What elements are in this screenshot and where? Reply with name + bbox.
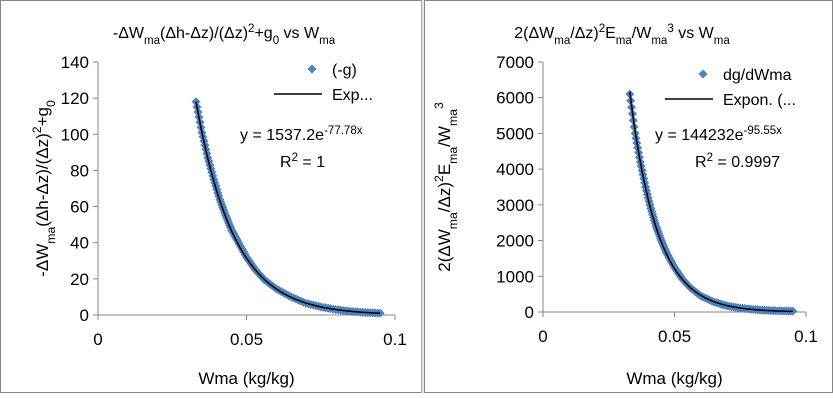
y-axis-label-part: -ΔW [33, 244, 52, 277]
y-axis-label-part: ma [446, 109, 460, 126]
y-tick-label: 140 [61, 53, 89, 72]
chart-title-part: /W [632, 25, 652, 42]
chart-title-part: ma [616, 35, 633, 47]
chart-2-frame [424, 0, 833, 393]
y-axis-label-part: E [435, 164, 454, 175]
y-axis-label-part: /Δz) [435, 182, 454, 212]
y-tick-label: 120 [61, 89, 89, 108]
x-tick-label: 0.1 [794, 327, 818, 346]
y-axis-label-part: 2(ΔW [435, 229, 454, 272]
chart-title-part: ma [554, 35, 571, 47]
y-axis-label: 2(ΔWma/Δz)2Ema/Wma3 [432, 102, 460, 272]
y-tick-label: 20 [70, 270, 89, 289]
chart-1-frame [0, 0, 422, 393]
x-axis-label: Wma (kg/kg) [626, 369, 722, 388]
y-axis-label-part: ma [446, 147, 460, 164]
y-axis-label-part: 2 [30, 126, 44, 133]
trendline [195, 101, 381, 315]
trendline-annotation-part: = 1 [298, 154, 325, 171]
trendline-annotation-part: y = 144232e [655, 127, 744, 144]
y-axis-label-part: +g [33, 107, 52, 126]
chart-title-part: ma [144, 35, 161, 47]
chart-title-part: 2 [248, 23, 254, 35]
y-tick-label: 0 [525, 303, 534, 322]
trendline-annotation-part: 2 [707, 152, 713, 164]
y-axis-label-part: /W [435, 126, 454, 147]
trendline-annotation-part: 2 [292, 152, 298, 164]
y-tick-label: 0 [80, 306, 89, 325]
chart-title-part: ma [714, 35, 731, 47]
chart-title-part: ma [651, 35, 668, 47]
x-tick-label: 0 [93, 330, 102, 349]
chart-title-part: vs W [279, 25, 320, 42]
x-tick-label: 0 [538, 327, 547, 346]
y-axis-label-part: 3 [432, 102, 446, 109]
y-tick-label: 7000 [496, 53, 534, 72]
trendline-annotation: R2 = 0.9997 [695, 152, 780, 171]
chart-title-part: 2(ΔW [514, 25, 555, 42]
y-axis-label-part: (Δh-Δz)/(Δz) [33, 133, 52, 227]
y-axis-label: -ΔWma(Δh-Δz)/(Δz)2+g0 [30, 100, 58, 277]
trendline-annotation: y = 144232e-95.55x [655, 125, 782, 144]
y-axis-label-part: ma [44, 227, 58, 244]
y-tick-label: 100 [61, 125, 89, 144]
legend-marker [698, 69, 708, 79]
trendline-annotation-part: y = 1537.2e [240, 127, 324, 144]
x-tick-label: 0.1 [383, 330, 407, 349]
legend-marker [307, 64, 317, 74]
y-tick-label: 40 [70, 234, 89, 253]
x-axis-label: Wma (kg/kg) [198, 369, 294, 388]
y-tick-label: 1000 [496, 267, 534, 286]
y-tick-label: 6000 [496, 89, 534, 108]
chart-title-part: /Δz) [570, 25, 598, 42]
trendline-annotation-part: R [695, 154, 707, 171]
chart-title: -ΔWma(Δh-Δz)/(Δz)2+g0 vs Wma [113, 23, 336, 47]
trendline [629, 91, 793, 313]
chart-title-part: (Δh-Δz)/(Δz) [160, 25, 248, 42]
chart-title-part: E [605, 25, 616, 42]
trendline-annotation-part: R [280, 154, 292, 171]
y-tick-label: 60 [70, 198, 89, 217]
legend-label: (-g) [332, 62, 357, 79]
chart-title-part: 0 [273, 35, 279, 47]
chart-title: 2(ΔWma/Δz)2Ema/Wma3 vs Wma [514, 23, 730, 47]
x-tick-label: 0.05 [230, 330, 263, 349]
chart-1: -ΔWma(Δh-Δz)/(Δz)2+g0 vs Wma020406080100… [30, 23, 407, 388]
x-tick-label: 0.05 [658, 327, 691, 346]
trendline-annotation-part: -95.55x [744, 125, 783, 137]
chart-2: 2(ΔWma/Δz)2Ema/Wma3 vs Wma01000200030004… [432, 23, 818, 388]
trendline-annotation: y = 1537.2e-77.78x [240, 125, 363, 144]
legend-label: Exp... [332, 87, 373, 104]
y-tick-label: 80 [70, 161, 89, 180]
trendline-annotation-part: -77.78x [324, 125, 363, 137]
chart-title-part: 2 [599, 23, 605, 35]
legend-label: Expon. (... [723, 92, 796, 109]
y-axis-label-part: 0 [44, 100, 58, 107]
y-tick-label: 5000 [496, 124, 534, 143]
chart-title-part: vs W [674, 25, 715, 42]
trendline-annotation: R2 = 1 [280, 152, 325, 171]
chart-title-part: 3 [667, 23, 673, 35]
trendline-annotation-part: = 0.9997 [713, 154, 780, 171]
chart-title-part: -ΔW [113, 25, 145, 42]
chart-title-part: ma [319, 35, 336, 47]
chart-title-part: +g [254, 25, 272, 42]
y-tick-label: 4000 [496, 160, 534, 179]
y-tick-label: 2000 [496, 232, 534, 251]
y-tick-label: 3000 [496, 196, 534, 215]
y-axis-label-part: ma [446, 212, 460, 229]
y-axis-label-part: 2 [432, 175, 446, 182]
legend-label: dg/dWma [723, 67, 792, 84]
